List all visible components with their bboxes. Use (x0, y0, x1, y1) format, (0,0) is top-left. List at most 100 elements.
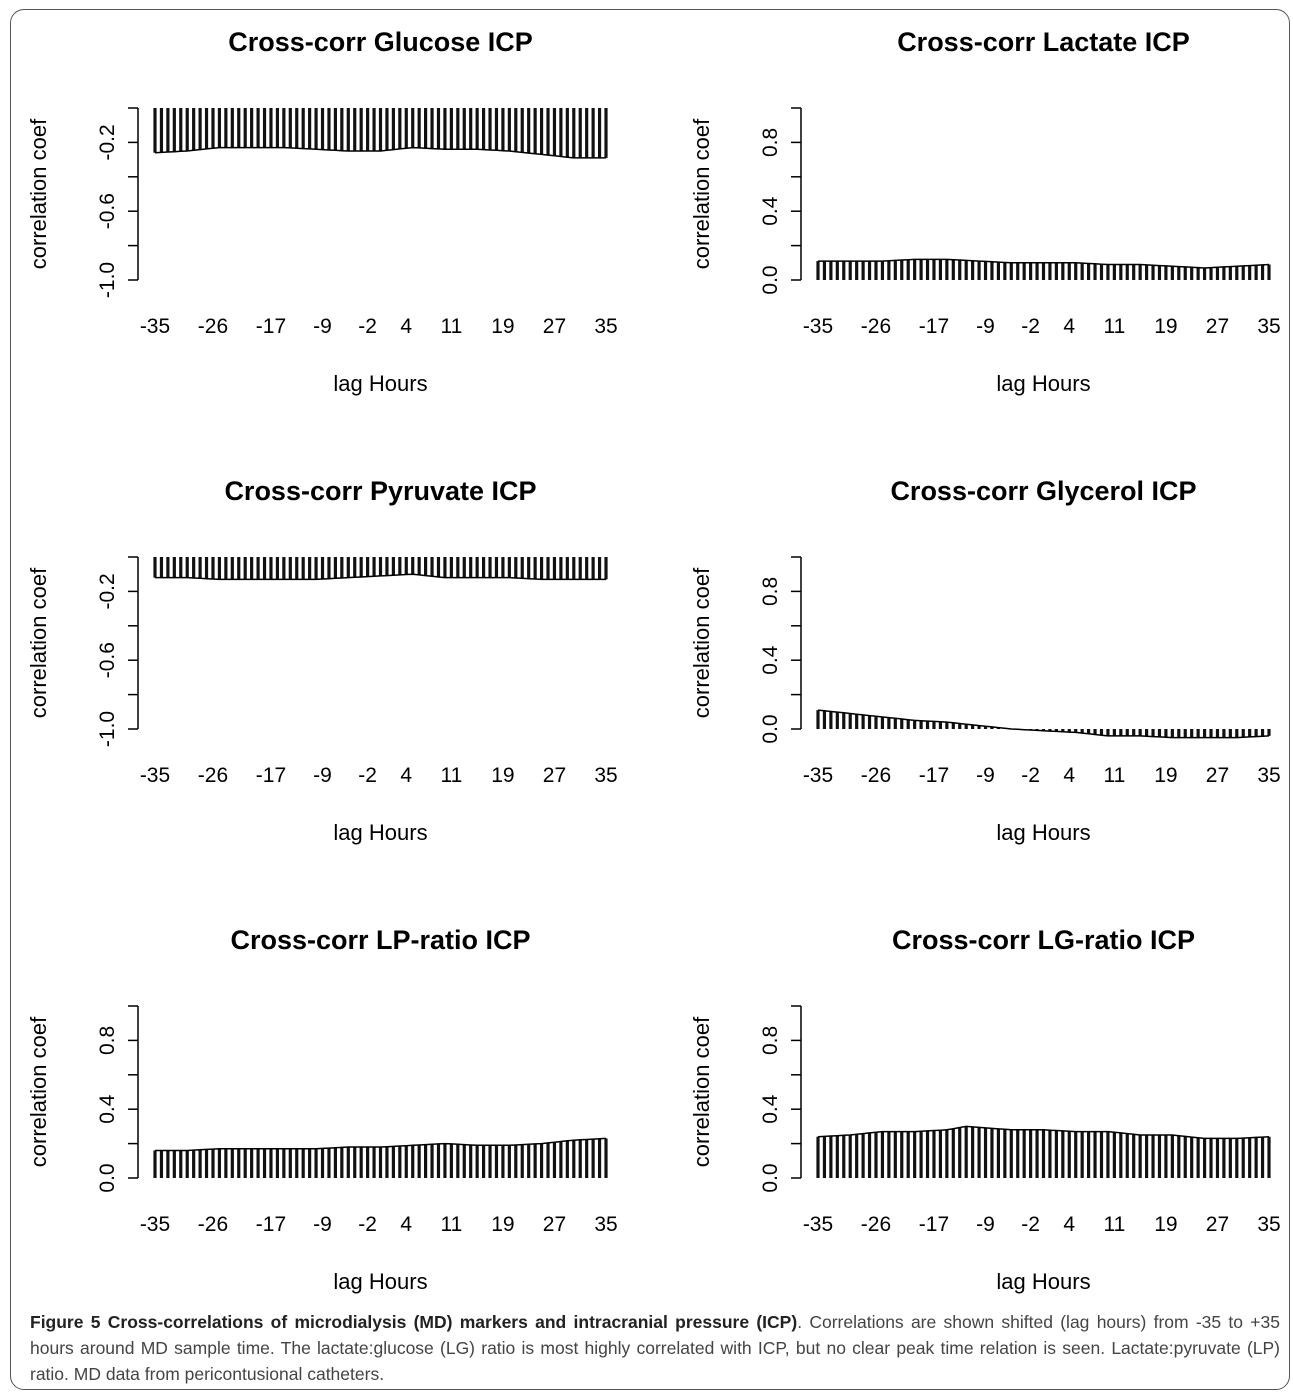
x-tick-label: -2 (1021, 764, 1040, 787)
bar (591, 1139, 595, 1178)
bar (829, 1136, 833, 1178)
x-tick-label: -26 (861, 764, 891, 787)
bar-outline (818, 258, 1270, 269)
bar (198, 108, 202, 150)
x-tick-label: -17 (256, 1213, 286, 1236)
bar (1241, 729, 1245, 738)
bar (938, 259, 943, 280)
bar (591, 557, 595, 580)
bar (1151, 265, 1155, 280)
bar (1209, 729, 1213, 738)
bar (848, 261, 852, 280)
bar (848, 713, 852, 729)
bar (308, 1148, 312, 1178)
y-axis-label: correlation coef (689, 1016, 714, 1167)
bar (462, 1144, 466, 1178)
x-tick-label: 19 (491, 1213, 514, 1236)
x-tick-label: 4 (400, 315, 412, 338)
bar (1125, 264, 1129, 280)
bar (359, 1147, 363, 1178)
x-tick-label: -35 (140, 315, 170, 338)
bar (996, 262, 1000, 280)
bar-outline (155, 1137, 607, 1152)
bar (1248, 265, 1252, 280)
bar (1087, 729, 1091, 734)
bar (411, 557, 415, 575)
bar (1267, 264, 1271, 280)
bar (1061, 1130, 1065, 1178)
bar (527, 108, 531, 154)
bar (597, 1138, 602, 1178)
bar (185, 557, 189, 578)
bar (391, 1146, 395, 1178)
bar (1022, 1129, 1026, 1178)
x-tick-label: -9 (313, 1213, 332, 1236)
bar (211, 108, 215, 149)
x-tick-label: -9 (976, 764, 995, 787)
bar (282, 108, 286, 148)
x-tick-label: 11 (1103, 1213, 1125, 1236)
bar (1106, 1131, 1110, 1178)
bar (1112, 1132, 1116, 1178)
bar (559, 1141, 563, 1178)
bar (1132, 264, 1136, 280)
bar (204, 557, 209, 579)
x-tick-label: 27 (1206, 315, 1229, 338)
bar (527, 1144, 531, 1178)
bar (159, 557, 164, 578)
x-tick-label: 19 (1154, 764, 1177, 787)
bar (1157, 1135, 1162, 1178)
bar (514, 557, 518, 578)
bar (829, 711, 833, 729)
y-tick-label: 0.4 (759, 1094, 782, 1124)
bar (1041, 729, 1046, 731)
x-tick-label: 35 (1257, 1213, 1280, 1236)
y-tick-label: -0.6 (96, 642, 119, 678)
bar (230, 557, 234, 580)
bar (578, 1139, 582, 1178)
bar (578, 557, 582, 580)
bar (301, 557, 305, 580)
bar (501, 557, 505, 578)
bar (507, 1145, 511, 1178)
x-tick-label: -9 (976, 315, 995, 338)
bar (945, 722, 949, 729)
bar (192, 108, 196, 151)
bar (1074, 729, 1078, 733)
bar (893, 1131, 897, 1178)
bar (449, 108, 453, 150)
bar (243, 108, 247, 148)
x-tick-label: 35 (594, 764, 617, 787)
bar (417, 1144, 421, 1178)
bar (533, 1143, 537, 1178)
bar (1112, 264, 1116, 280)
bar (430, 108, 434, 149)
bar (366, 1147, 370, 1178)
bar (475, 557, 479, 578)
bar (951, 259, 955, 280)
bar (250, 1148, 254, 1178)
bar (1260, 1137, 1265, 1178)
bar (256, 108, 260, 148)
bar (430, 1144, 434, 1178)
bar (282, 1148, 286, 1178)
bar (938, 1130, 943, 1178)
bar (585, 1139, 589, 1178)
x-tick-label: -35 (803, 1213, 833, 1236)
bar (1222, 266, 1226, 280)
bar (1035, 262, 1039, 280)
bar (179, 108, 183, 152)
bar (559, 108, 563, 157)
x-tick-label: 19 (491, 764, 514, 787)
bar (1067, 1131, 1071, 1178)
x-axis-label: lag Hours (996, 371, 1090, 396)
chart-title: Cross-corr LP-ratio ICP (230, 925, 530, 955)
bar (1106, 264, 1110, 280)
bar (977, 725, 981, 729)
bar (1235, 1138, 1239, 1178)
bar (404, 557, 408, 575)
bar (192, 1150, 196, 1178)
bar (1099, 729, 1104, 736)
bar (488, 108, 492, 150)
bar (874, 261, 878, 280)
